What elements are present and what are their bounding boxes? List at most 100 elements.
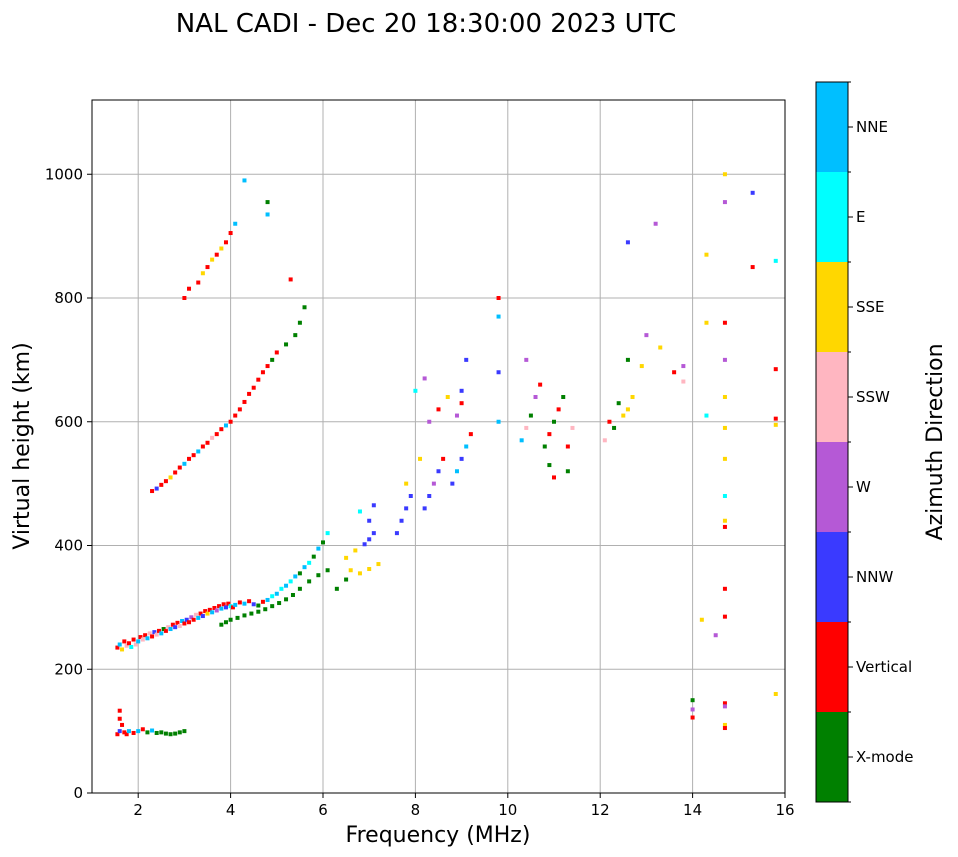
echo-point (681, 379, 686, 384)
echo-point (367, 537, 372, 542)
x-tick-label: 12 (591, 801, 610, 819)
echo-point (722, 586, 727, 591)
echo-point (256, 603, 261, 608)
echo-point (464, 444, 469, 449)
echo-point (344, 555, 349, 560)
echo-point (180, 618, 185, 623)
echo-point (205, 611, 210, 616)
echo-point (166, 625, 171, 630)
echo-point (302, 565, 307, 570)
echo-point (454, 469, 459, 474)
echo-point (177, 465, 182, 470)
colorbar-label: SSE (856, 298, 885, 316)
echo-point (750, 265, 755, 270)
echo-point (542, 444, 547, 449)
echo-point (159, 730, 164, 735)
echo-point (704, 320, 709, 325)
echo-point (140, 727, 145, 732)
echo-point (228, 604, 233, 609)
echo-point (145, 636, 150, 641)
echo-point (293, 333, 298, 338)
colorbar-segment (816, 352, 848, 442)
echo-point (200, 271, 205, 276)
echo-point (344, 577, 349, 582)
echo-point (210, 435, 215, 440)
echo-point (722, 494, 727, 498)
echo-point (265, 200, 270, 205)
echo-point (117, 716, 122, 721)
echo-point (230, 605, 235, 610)
echo-point (242, 178, 247, 183)
echo-point (210, 257, 215, 262)
echo-point (256, 377, 261, 382)
echo-point (191, 453, 196, 458)
echo-point (124, 643, 129, 648)
echo-point (362, 542, 367, 547)
x-tick-label: 10 (498, 801, 517, 819)
echo-point (607, 419, 612, 424)
echo-point (214, 608, 219, 613)
echo-point (441, 456, 446, 461)
echo-point (672, 370, 677, 375)
echo-point (120, 647, 125, 652)
echo-point (284, 342, 289, 347)
echo-point (290, 593, 295, 597)
echo-point (124, 732, 129, 737)
echo-point (722, 524, 727, 529)
echo-point (404, 506, 409, 511)
echo-point (233, 413, 238, 418)
echo-point (270, 594, 275, 599)
echo-point (212, 605, 217, 610)
echo-point (237, 407, 242, 412)
echo-point (630, 395, 635, 399)
echo-point (297, 586, 302, 591)
echo-point (168, 627, 173, 632)
echo-point (311, 554, 316, 559)
echo-point (394, 531, 399, 536)
echo-point (422, 376, 427, 381)
echo-point (219, 427, 224, 432)
echo-point (219, 606, 224, 611)
echo-point (177, 730, 182, 735)
y-tick-label: 600 (54, 413, 83, 431)
echo-point (163, 479, 168, 484)
echo-point (325, 568, 330, 573)
echo-point (547, 432, 552, 437)
echo-point (177, 623, 182, 628)
x-tick-label: 8 (411, 801, 421, 819)
colorbar: X-mode Vertical NNW W SSW SSE E NNE (815, 81, 913, 803)
echo-point (260, 370, 265, 375)
echo-point (284, 583, 289, 588)
echo-point (115, 645, 120, 650)
echo-point (681, 364, 686, 369)
colorbar-label: E (856, 208, 865, 226)
echo-point (722, 614, 727, 619)
echo-point (496, 314, 501, 319)
echo-point (182, 729, 187, 734)
echo-point (348, 568, 353, 573)
echo-point (722, 722, 727, 727)
echo-point (115, 732, 120, 737)
echo-point (639, 364, 644, 369)
echo-point (242, 399, 247, 404)
echo-point (496, 419, 501, 424)
echo-point (122, 730, 127, 735)
echo-point (170, 622, 175, 627)
echo-point (334, 586, 339, 591)
echo-point (565, 444, 570, 449)
echo-point (154, 486, 159, 491)
echo-point (773, 416, 778, 421)
echo-point (247, 391, 252, 396)
grid-lines (92, 100, 786, 794)
echo-point (445, 395, 450, 399)
echo-point (297, 320, 302, 325)
echo-point (413, 388, 418, 393)
echo-marks (115, 172, 778, 737)
echo-point (117, 729, 122, 734)
echo-point (524, 357, 529, 362)
colorbar-segment (816, 442, 848, 532)
echo-point (556, 407, 561, 412)
echo-point (145, 730, 150, 735)
echo-point (233, 602, 238, 607)
echo-point (173, 470, 178, 475)
